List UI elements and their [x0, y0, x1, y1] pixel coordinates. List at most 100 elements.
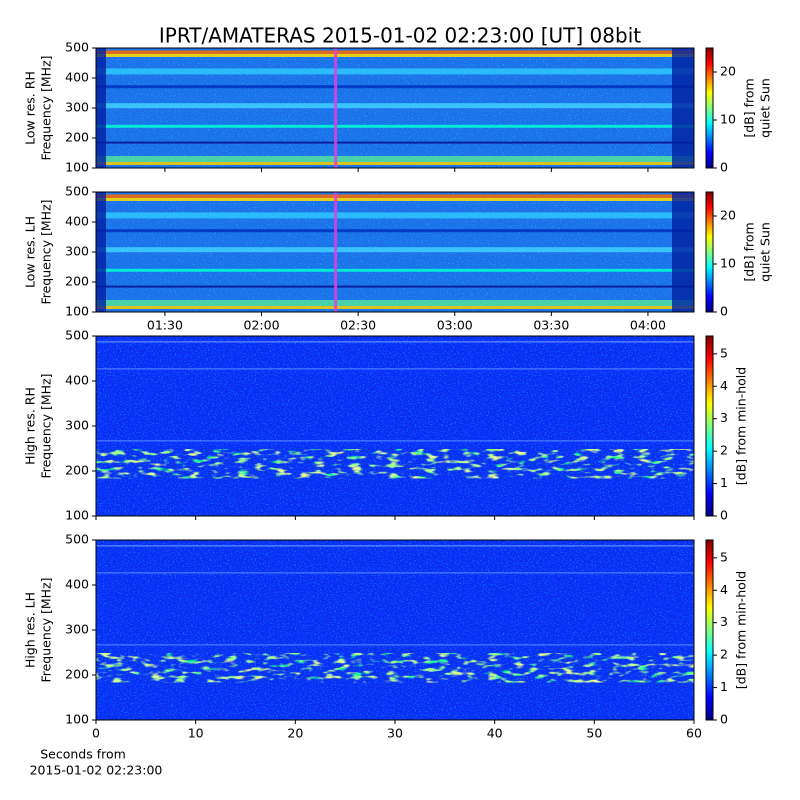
colorbar: [706, 48, 713, 168]
spectrogram-band: [96, 68, 694, 75]
colorbar-label: [dB] from: [742, 78, 757, 137]
x-tick-label: 50: [586, 726, 602, 741]
y-axis-label: Frequency [MHz]: [39, 199, 54, 304]
colorbar-tick-label: 20: [720, 64, 736, 79]
spectrogram-band: [96, 50, 694, 55]
x-tick-label: 60: [686, 726, 702, 741]
spectrogram-panel: [96, 336, 694, 516]
colorbar-tick-label: 4: [720, 582, 728, 597]
spectrogram-band: [96, 194, 694, 199]
colorbar-label: quiet Sun: [758, 222, 773, 282]
colorbar-tick-label: 3: [720, 614, 728, 629]
colorbar-frame: [705, 191, 714, 313]
colorbar: [706, 540, 713, 720]
colorbar-tick-label: 0: [720, 508, 728, 523]
y-axis-label: Low res. RH: [23, 71, 38, 145]
x-tick-label: 20: [287, 726, 303, 741]
y-tick-label: 200: [65, 667, 89, 682]
spectrogram-band: [96, 124, 694, 128]
spectrogram-band: [96, 247, 694, 253]
y-tick-label: 500: [65, 532, 89, 547]
spectrogram-noise: [96, 336, 694, 516]
colorbar-label: [dB] from min-hold: [734, 367, 749, 485]
spectrogram-line: [96, 368, 694, 370]
colorbar: [706, 336, 713, 516]
spectrogram-line: [96, 440, 694, 442]
y-tick-label: 300: [65, 244, 89, 259]
y-axis-label: Low res. LH: [23, 216, 38, 288]
y-tick-label: 400: [65, 577, 89, 592]
colorbar-label: [dB] from min-hold: [734, 571, 749, 689]
spectrogram-panel: [96, 540, 694, 720]
y-axis-label: High res. LH: [23, 592, 38, 668]
colorbar: [706, 192, 713, 312]
spectrogram-band: [96, 85, 694, 89]
x-tick-label: 02:00: [244, 318, 280, 333]
x-axis-label: Seconds from: [40, 747, 126, 762]
x-tick-label: 0: [92, 726, 100, 741]
spectrogram-band: [96, 141, 694, 144]
colorbar-tick-label: 10: [720, 256, 736, 271]
colorbar-tick-label: 20: [720, 208, 736, 223]
colorbar-frame: [705, 47, 714, 169]
y-tick-label: 500: [65, 40, 89, 55]
spectrogram-band: [96, 300, 694, 306]
y-axis-label: Frequency [MHz]: [39, 577, 54, 682]
y-tick-label: 400: [65, 373, 89, 388]
colorbar-tick-label: 2: [720, 443, 728, 458]
y-tick-label: 200: [65, 463, 89, 478]
y-tick-label: 300: [65, 622, 89, 637]
spectrogram-band: [96, 285, 694, 288]
x-tick-label: 10: [188, 726, 204, 741]
y-tick-label: 300: [65, 418, 89, 433]
spectrogram-edge: [672, 48, 694, 168]
x-tick-label: 02:30: [340, 318, 376, 333]
colorbar-tick-label: 0: [720, 712, 728, 727]
spectrogram-line: [96, 644, 694, 646]
colorbar-tick-label: 10: [720, 112, 736, 127]
spectrogram-hot: [96, 653, 694, 683]
y-axis-label: Frequency [MHz]: [39, 373, 54, 478]
spectrogram-panel: [96, 192, 694, 312]
colorbar-label: [dB] from: [742, 222, 757, 281]
y-tick-label: 400: [65, 214, 89, 229]
spectrogram-edge: [96, 192, 106, 312]
colorbar-tick-label: 2: [720, 647, 728, 662]
colorbar-tick-label: 0: [720, 160, 728, 175]
spectrogram-line: [96, 341, 694, 343]
colorbar-tick-label: 3: [720, 410, 728, 425]
spectrogram-band: [96, 162, 694, 165]
y-tick-label: 100: [65, 304, 89, 319]
spectrogram-edge: [672, 192, 694, 312]
colorbar-tick-label: 1: [720, 475, 728, 490]
y-tick-label: 200: [65, 274, 89, 289]
spectrogram-line: [96, 572, 694, 574]
x-axis-label: 2015-01-02 02:23:00: [30, 763, 163, 778]
spectrogram-band: [96, 268, 694, 272]
y-axis-label: High res. RH: [23, 387, 38, 465]
spectrogram-band: [96, 198, 694, 201]
spectrogram-band: [96, 54, 694, 57]
colorbar-tick-label: 0: [720, 304, 728, 319]
x-tick-label: 30: [387, 726, 403, 741]
x-tick-label: 03:30: [533, 318, 569, 333]
colorbar-frame: [705, 539, 714, 721]
x-tick-label: 03:00: [437, 318, 473, 333]
y-tick-label: 500: [65, 328, 89, 343]
spectrogram-panel: [96, 48, 694, 168]
spectrogram-band: [96, 306, 694, 309]
y-tick-label: 500: [65, 184, 89, 199]
y-tick-label: 100: [65, 712, 89, 727]
spectrogram-hot: [96, 449, 694, 479]
colorbar-tick-label: 5: [720, 345, 728, 360]
colorbar-tick-label: 5: [720, 549, 728, 564]
x-tick-label: 40: [487, 726, 503, 741]
colorbar-label: quiet Sun: [758, 78, 773, 138]
x-tick-label: 04:00: [630, 318, 666, 333]
spectrogram-band: [96, 229, 694, 233]
y-tick-label: 300: [65, 100, 89, 115]
colorbar-tick-label: 1: [720, 679, 728, 694]
spectrogram-line: [96, 545, 694, 547]
spectrogram-band: [96, 212, 694, 219]
